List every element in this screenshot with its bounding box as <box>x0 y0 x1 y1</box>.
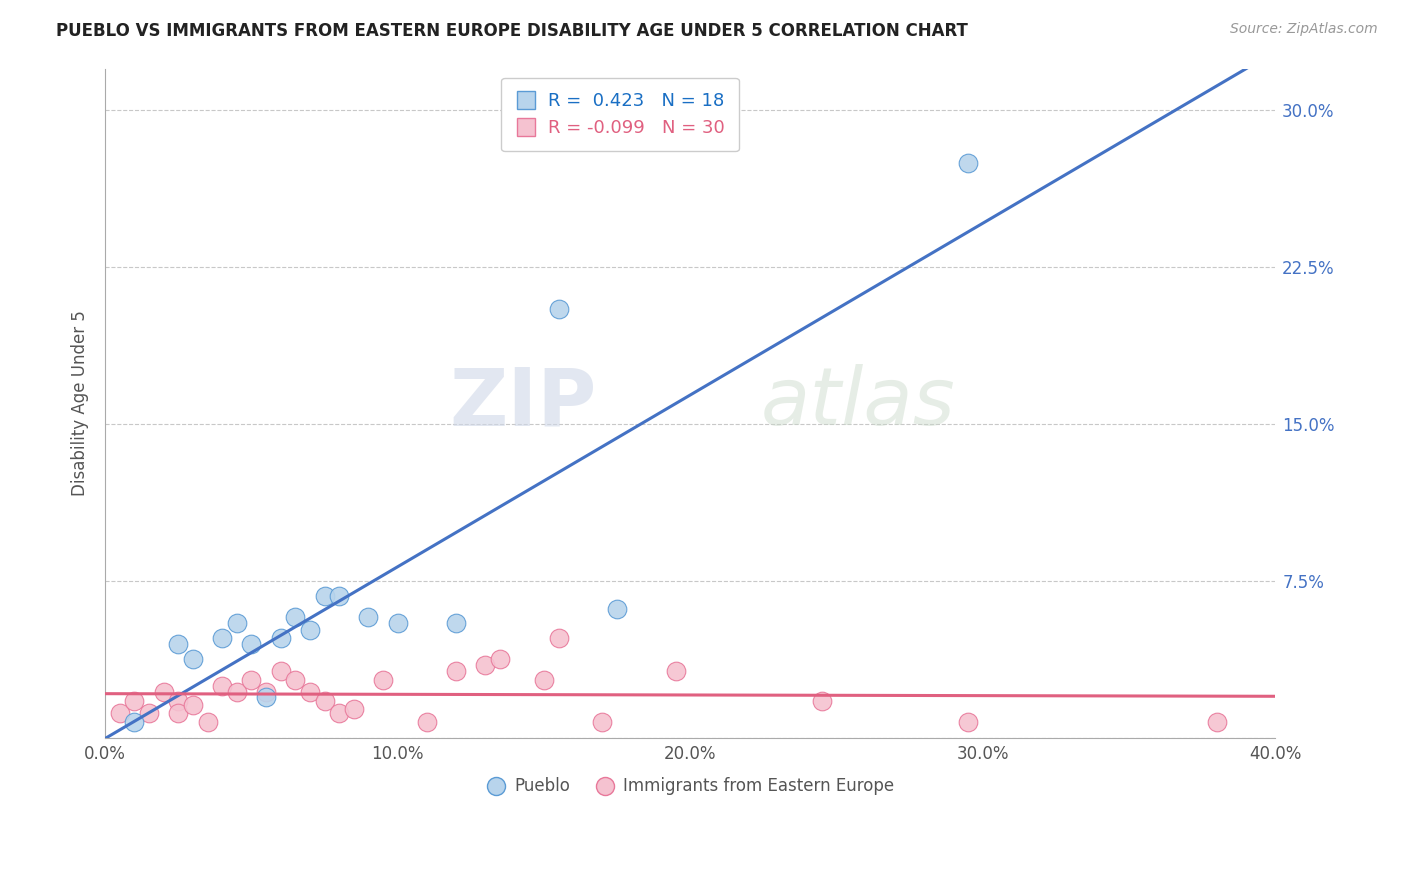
Point <box>167 637 190 651</box>
Point <box>240 637 263 651</box>
Point <box>225 685 247 699</box>
Text: PUEBLO VS IMMIGRANTS FROM EASTERN EUROPE DISABILITY AGE UNDER 5 CORRELATION CHAR: PUEBLO VS IMMIGRANTS FROM EASTERN EUROPE… <box>56 22 969 40</box>
Point <box>124 714 146 729</box>
Point <box>108 706 131 721</box>
Point <box>284 610 307 624</box>
Point <box>197 714 219 729</box>
Text: Source: ZipAtlas.com: Source: ZipAtlas.com <box>1230 22 1378 37</box>
Point <box>270 665 292 679</box>
Point <box>957 714 980 729</box>
Point <box>254 685 277 699</box>
Point <box>1205 714 1227 729</box>
Point <box>211 679 233 693</box>
Point <box>298 685 321 699</box>
Point <box>254 690 277 704</box>
Point <box>444 665 467 679</box>
Point <box>357 610 380 624</box>
Point <box>298 623 321 637</box>
Point <box>124 694 146 708</box>
Point <box>138 706 160 721</box>
Point <box>489 652 512 666</box>
Point <box>343 702 366 716</box>
Point <box>314 694 336 708</box>
Y-axis label: Disability Age Under 5: Disability Age Under 5 <box>72 310 89 497</box>
Point <box>533 673 555 687</box>
Point <box>240 673 263 687</box>
Point <box>606 601 628 615</box>
Text: atlas: atlas <box>761 365 955 442</box>
Point <box>811 694 834 708</box>
Point <box>284 673 307 687</box>
Point <box>371 673 394 687</box>
Text: ZIP: ZIP <box>450 365 596 442</box>
Point <box>591 714 613 729</box>
Point <box>547 302 569 317</box>
Point <box>181 698 204 712</box>
Point <box>387 616 409 631</box>
Point <box>225 616 247 631</box>
Point <box>664 665 686 679</box>
Point <box>270 631 292 645</box>
Point <box>328 706 350 721</box>
Point <box>957 155 980 169</box>
Point <box>211 631 233 645</box>
Point <box>416 714 439 729</box>
Point <box>167 694 190 708</box>
Point <box>152 685 174 699</box>
Point <box>167 706 190 721</box>
Point <box>328 589 350 603</box>
Point <box>444 616 467 631</box>
Point <box>547 631 569 645</box>
Legend: Pueblo, Immigrants from Eastern Europe: Pueblo, Immigrants from Eastern Europe <box>478 769 903 804</box>
Point <box>314 589 336 603</box>
Point <box>474 658 496 673</box>
Point <box>181 652 204 666</box>
